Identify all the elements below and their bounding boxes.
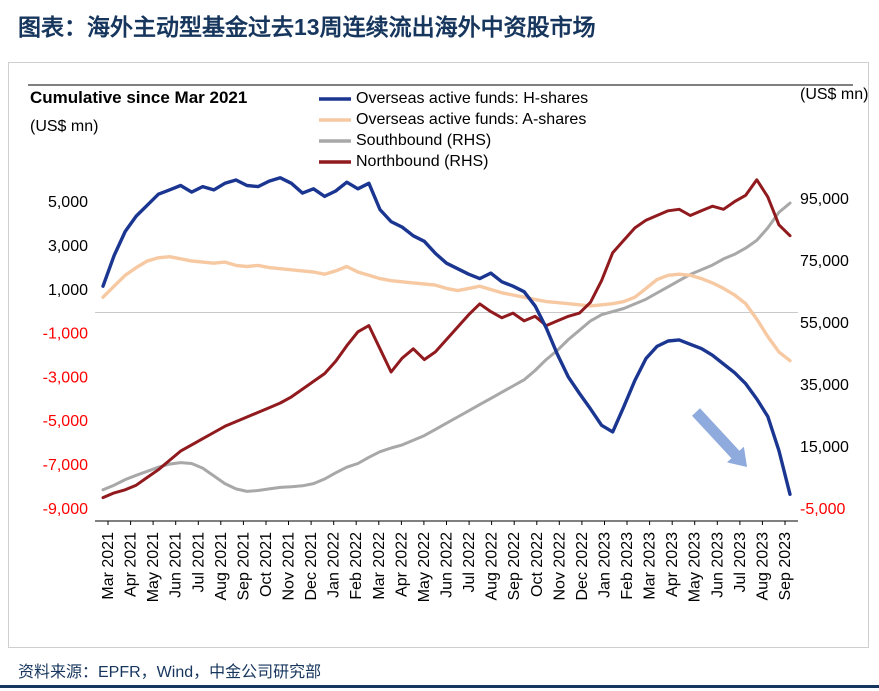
- right-axis-tick-label: -5,000: [800, 501, 845, 518]
- x-axis-month-label: Mar 2023: [642, 532, 659, 600]
- x-axis-month-label: Sep 2021: [235, 532, 252, 601]
- left-axis-tick-label: -9,000: [43, 501, 88, 518]
- x-axis-month-label: Mar 2021: [100, 532, 117, 600]
- x-axis-month-label: Nov 2021: [281, 532, 298, 601]
- x-axis-month-label: Jan 2022: [326, 532, 343, 598]
- x-axis-month-label: Jul 2023: [732, 532, 749, 593]
- x-axis-month-label: Jun 2023: [709, 532, 726, 598]
- series-line-4: [101, 178, 792, 500]
- x-axis-month-label: Dec 2022: [574, 532, 591, 601]
- x-axis-month-label: Aug 2022: [484, 532, 501, 601]
- right-axis-tick-label: 75,000: [800, 253, 849, 270]
- x-axis-month-label: Feb 2023: [619, 532, 636, 600]
- legend-label: Northbound (RHS): [356, 153, 489, 170]
- x-axis-month-label: Jun 2022: [439, 532, 456, 598]
- series-line-2: [101, 255, 792, 363]
- left-axis-tick-label: -1,000: [43, 326, 88, 343]
- x-axis-month-label: Jul 2022: [461, 532, 478, 593]
- x-axis-month-label: Apr 2023: [664, 532, 681, 597]
- bottom-rule: [0, 685, 879, 688]
- x-axis-month-label: Aug 2021: [213, 532, 230, 601]
- x-axis-month-label: Apr 2021: [123, 532, 140, 597]
- page-title: 图表：海外主动型基金过去13周连续流出海外中资股市场: [18, 14, 596, 40]
- chart-inner-title: Cumulative since Mar 2021: [30, 88, 247, 107]
- x-axis-month-label: Aug 2023: [754, 532, 771, 601]
- right-axis-tick-label: 35,000: [800, 377, 849, 394]
- x-axis-month-label: Feb 2022: [348, 532, 365, 600]
- left-axis-tick-label: -5,000: [43, 413, 88, 430]
- x-axis-month-label: Nov 2022: [551, 532, 568, 601]
- right-axis-tick-label: 15,000: [800, 439, 849, 456]
- source-note: 资料来源：EPFR，Wind，中金公司研究部: [18, 664, 322, 681]
- right-axis-tick-label: 95,000: [800, 191, 849, 208]
- left-axis-tick-label: 3,000: [48, 238, 88, 255]
- legend-label: Overseas active funds: A-shares: [356, 111, 586, 128]
- x-axis-month-label: Mar 2022: [371, 532, 388, 600]
- chart-plot-area: 5,000 3,000 1,000 -1,000 -3,000 -5,000 -7,000 -…: [28, 84, 853, 602]
- x-axis-month-label: May 2023: [687, 532, 704, 602]
- series-line-1: [101, 176, 792, 496]
- left-axis-tick-label: -7,000: [43, 457, 88, 474]
- x-axis-month-label: Sep 2023: [777, 532, 794, 601]
- x-axis-month-label: Oct 2022: [529, 532, 546, 597]
- left-axis-tick-label: 1,000: [48, 282, 88, 299]
- x-axis-month-label: May 2022: [416, 532, 433, 602]
- x-axis-month-label: Jul 2021: [190, 532, 207, 593]
- left-axis-tick-label: -3,000: [43, 369, 88, 386]
- x-axis-month-label: Dec 2021: [303, 532, 320, 601]
- right-axis-unit: (US$ mn): [800, 86, 868, 103]
- chart: Cumulative since Mar 2021 (US$ mn) (US$ …: [28, 84, 868, 602]
- x-axis-month-label: May 2021: [145, 532, 162, 602]
- legend-label: Overseas active funds: H-shares: [356, 90, 588, 107]
- x-axis-month-label: Oct 2021: [258, 532, 275, 597]
- left-axis-unit: (US$ mn): [30, 118, 98, 135]
- series-line-3: [101, 201, 792, 493]
- legend-label: Southbound (RHS): [356, 132, 491, 149]
- x-axis-month-label: Apr 2022: [393, 532, 410, 597]
- x-axis-month-label: Sep 2022: [506, 532, 523, 601]
- right-axis-tick-label: 55,000: [800, 315, 849, 332]
- x-axis-month-label: Jan 2023: [597, 532, 614, 598]
- x-axis-month-label: Jun 2021: [168, 532, 185, 598]
- trend-arrow: [692, 408, 747, 467]
- chart-card: [8, 62, 869, 648]
- left-axis-tick-label: 5,000: [48, 194, 88, 211]
